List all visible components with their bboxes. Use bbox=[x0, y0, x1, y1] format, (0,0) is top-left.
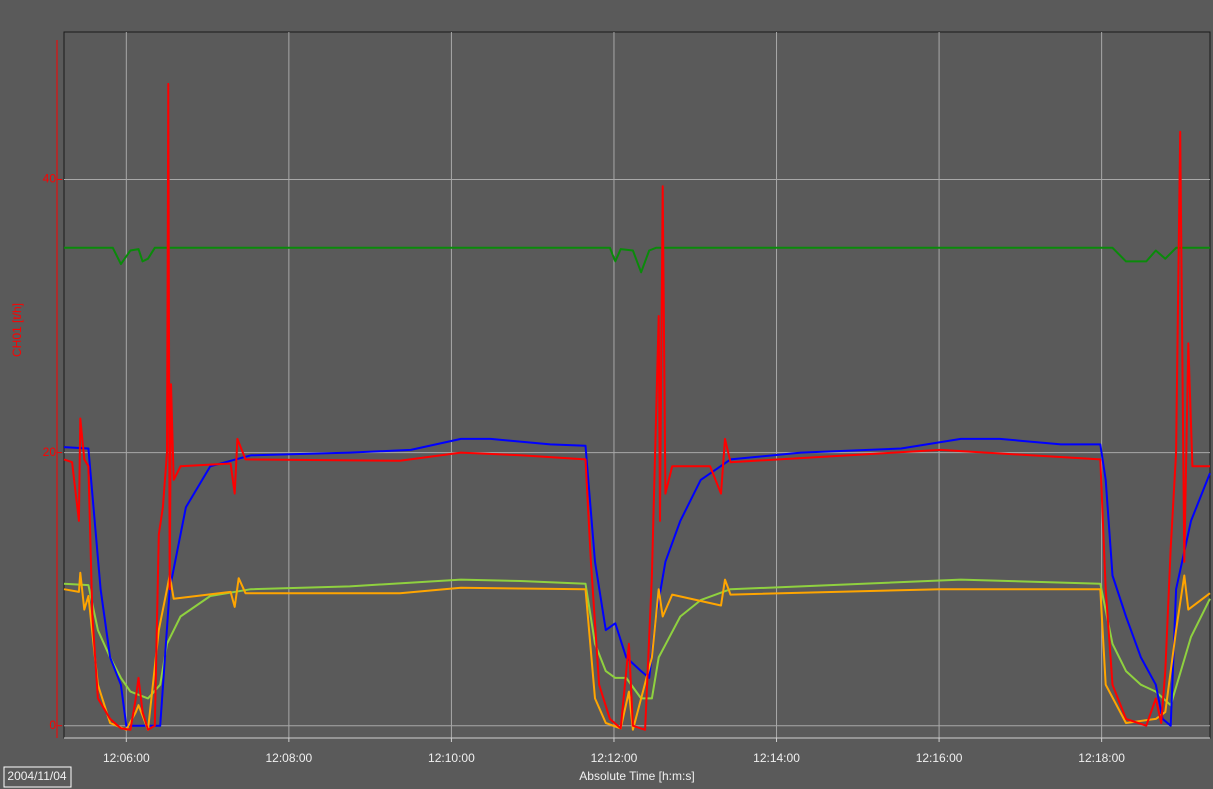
y-axis-label: CH01 [t/h] bbox=[10, 303, 24, 357]
y-tick-label: 40 bbox=[43, 172, 57, 186]
x-tick-label: 12:16:00 bbox=[916, 751, 963, 765]
series-line bbox=[63, 437, 1211, 727]
y-tick-label: 0 bbox=[49, 718, 56, 732]
series-line bbox=[63, 571, 1211, 731]
x-tick-label: 12:14:00 bbox=[753, 751, 800, 765]
axes: 0 20 40 12:06:00 12:08:00 12:10:00 12:12:00 12:… bbox=[43, 40, 1210, 765]
y-tick-label: 20 bbox=[43, 445, 57, 459]
x-axis-label: Absolute Time [h:m:s] bbox=[579, 769, 694, 783]
x-tick-label: 12:12:00 bbox=[591, 751, 638, 765]
series-line bbox=[63, 82, 1210, 731]
x-tick-label: 12:18:00 bbox=[1078, 751, 1125, 765]
plot-area bbox=[63, 31, 1211, 739]
lines bbox=[63, 82, 1211, 731]
x-tick-label: 12:08:00 bbox=[266, 751, 313, 765]
series-line bbox=[63, 578, 1211, 707]
x-tick-label: 12:10:00 bbox=[428, 751, 475, 765]
date-label: 2004/11/04 bbox=[7, 769, 66, 783]
x-tick-label: 12:06:00 bbox=[103, 751, 150, 765]
series-line bbox=[64, 246, 1210, 274]
date-box bbox=[3, 766, 72, 788]
